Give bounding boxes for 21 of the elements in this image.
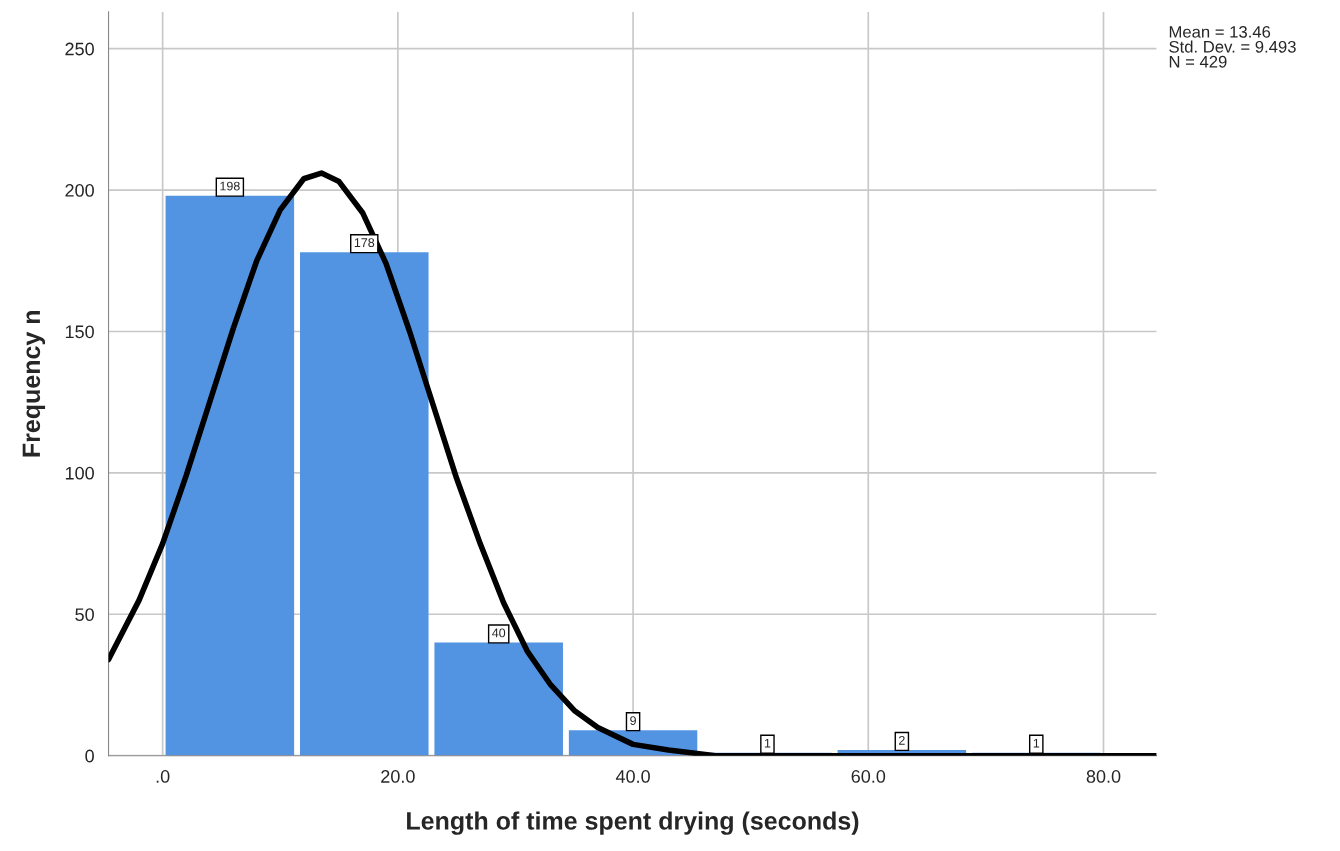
data-label: 198 [220,181,240,191]
x-axis-title: Length of time spent drying (seconds) [407,811,859,835]
y-tick-label: 200 [65,184,94,197]
text: Mean = 13.46 Std. Dev. = 9.493 N = 429 [1169,25,1296,68]
y-tick-label: 250 [65,42,94,56]
y-tick-label: 0 [85,749,94,763]
data-label: 9 [630,716,636,725]
y-tick-label: 50 [75,608,94,622]
x-tick-label: 80.0 [1086,770,1121,783]
data-label: 2 [899,735,905,745]
x-tick-label: 20.0 [381,770,415,783]
data-label: 40 [492,628,506,638]
data-label: 178 [354,238,375,248]
data-label: 1 [764,738,771,748]
y-tick-label: 100 [65,466,94,480]
x-tick-label: 60.0 [851,770,886,783]
x-tick-label: 40.0 [615,770,650,783]
data-label: 1 [1033,738,1040,748]
y-axis-title: Frequency n [22,311,46,457]
x-tick-label: .0 [156,770,170,783]
y-tick-label: 150 [65,325,94,339]
